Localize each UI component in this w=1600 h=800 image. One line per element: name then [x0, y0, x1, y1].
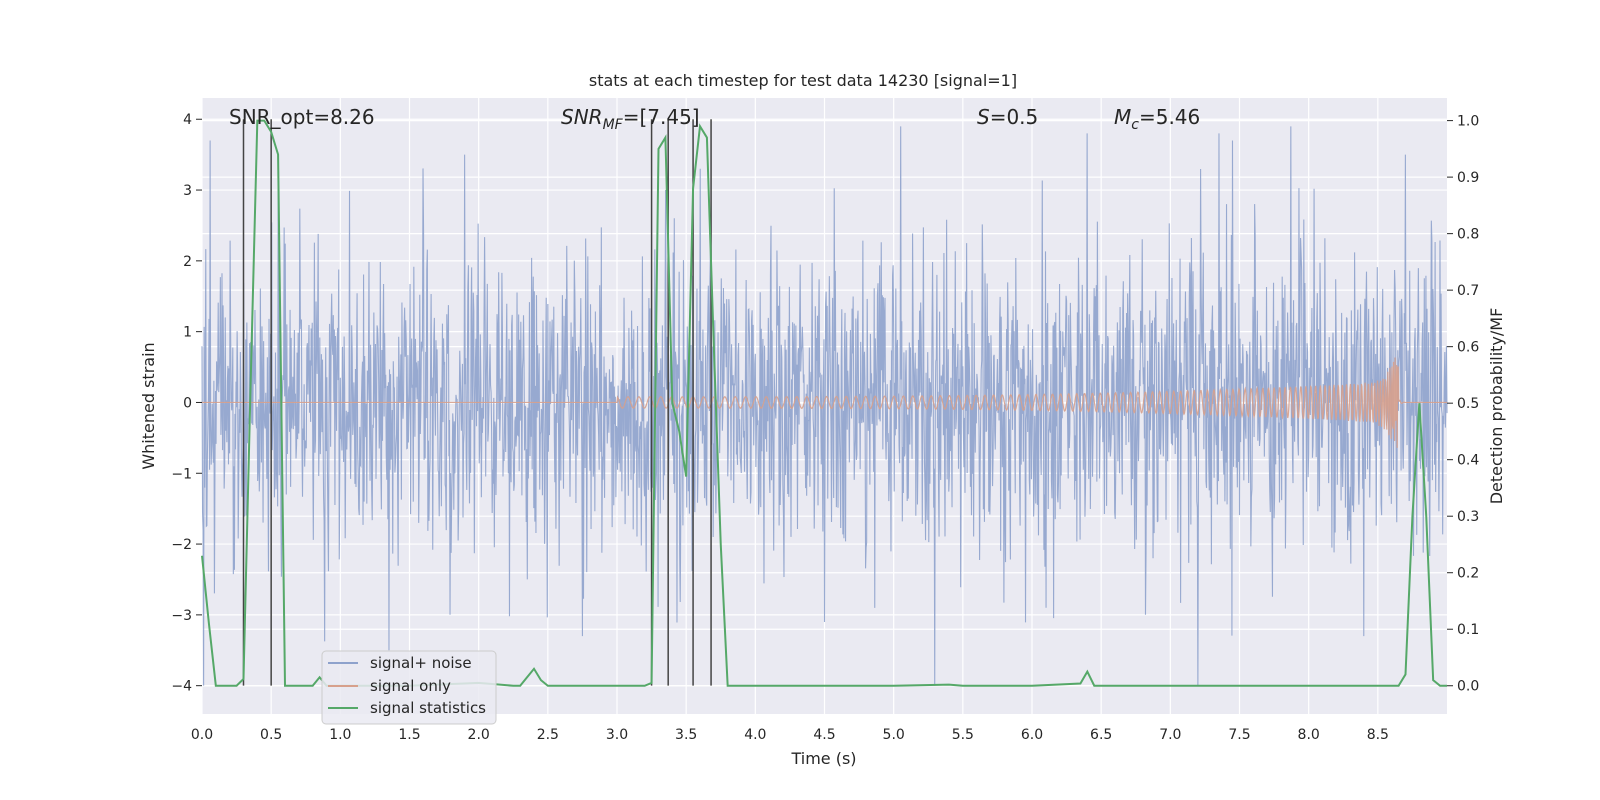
- y2-tick-label: 0.9: [1457, 170, 1479, 186]
- y-ticks-right: 1.0 0.9 0.8 0.7 0.6 0.5 0.4 0.3 0.2 0.1 0.0: [1447, 114, 1479, 695]
- legend-entry-signal: signal only: [370, 677, 451, 695]
- x-axis-label: Time (s): [790, 749, 856, 768]
- x-tick-label: 4.5: [813, 727, 835, 743]
- noise-line: [201, 126, 1448, 686]
- x-tick-label: 6.5: [1090, 727, 1112, 743]
- vertical-markers: [242, 119, 712, 686]
- x-tick-label: 2.0: [468, 727, 490, 743]
- statistics-line: [201, 119, 1447, 687]
- y-tick-label: 2: [183, 254, 192, 270]
- y-axis-label-right: Detection probability/MF: [1487, 308, 1506, 505]
- annotation-snr-mf-rest: =[7.45]: [623, 105, 700, 129]
- x-tick-label: 2.5: [537, 727, 559, 743]
- annotation-s-main: S: [977, 105, 990, 129]
- x-tick-label: 5.5: [952, 727, 974, 743]
- y2-tick-label: 0.7: [1457, 283, 1479, 299]
- x-tick-label: 7.0: [1159, 727, 1181, 743]
- y2-tick-label: 1.0: [1457, 114, 1479, 130]
- chart-title: stats at each timestep for test data 142…: [589, 71, 1017, 90]
- y2-tick-label: 0.4: [1457, 453, 1479, 469]
- x-tick-label: 1.0: [329, 727, 351, 743]
- annotation-snr-mf-sub: MF: [603, 117, 624, 133]
- x-tick-label: 8.5: [1367, 727, 1389, 743]
- y-tick-label: 3: [183, 183, 192, 199]
- annotation-snr-mf: SNRMF=[7.45]: [561, 105, 700, 133]
- y-tick-label: −3: [171, 608, 192, 624]
- y-tick-label: −4: [171, 679, 192, 695]
- x-tick-label: 0.0: [191, 727, 213, 743]
- annotation-mc-sub: c: [1131, 117, 1139, 133]
- x-tick-label: 8.0: [1298, 727, 1320, 743]
- legend-entry-noise: signal+ noise: [370, 654, 472, 672]
- x-tick-label: 5.0: [883, 727, 905, 743]
- series-signal-noise: [201, 126, 1448, 686]
- x-tick-label: 3.5: [675, 727, 697, 743]
- legend-entry-statistics: signal statistics: [370, 699, 486, 717]
- y-tick-label: −2: [171, 537, 192, 553]
- y-axis-label: Whitened strain: [139, 342, 158, 469]
- y-tick-label: 1: [183, 325, 192, 341]
- series-signal-only: [202, 357, 1447, 448]
- annotation-snr-mf-main: SNR: [561, 105, 603, 129]
- y-tick-label: −1: [171, 466, 192, 482]
- annotation-snr-opt: SNR_opt=8.26: [229, 105, 375, 129]
- y2-tick-label: 0.8: [1457, 227, 1479, 243]
- x-tick-label: 1.5: [398, 727, 420, 743]
- y2-tick-label: 0.6: [1457, 340, 1479, 356]
- series-signal-statistics: [201, 119, 1447, 687]
- y2-tick-label: 0.0: [1457, 679, 1479, 695]
- x-ticks: 0.0 0.5 1.0 1.5 2.0 2.5 3.0 3.5 4.0 4.5 5.0 5.5 6.0 6…: [191, 727, 1389, 743]
- y2-tick-label: 0.1: [1457, 622, 1479, 638]
- annotation-mc-main: M: [1114, 105, 1131, 129]
- annotation-s-rest: =0.5: [990, 105, 1039, 129]
- y2-tick-label: 0.5: [1457, 396, 1479, 412]
- annotation-mc-rest: =5.46: [1139, 105, 1200, 129]
- y-ticks-left: 4 3 2 1 0 −1 −2 −3 −4: [171, 112, 202, 695]
- x-tick-label: 7.5: [1228, 727, 1250, 743]
- x-tick-label: 0.5: [260, 727, 282, 743]
- annotation-s: S=0.5: [977, 105, 1038, 129]
- y-tick-label: 0: [183, 395, 192, 411]
- y2-tick-label: 0.3: [1457, 509, 1479, 525]
- x-tick-label: 3.0: [606, 727, 628, 743]
- x-tick-label: 6.0: [1021, 727, 1043, 743]
- signal-only-line: [202, 357, 1447, 448]
- y2-tick-label: 0.2: [1457, 566, 1479, 582]
- legend: signal+ noise signal only signal statist…: [321, 650, 497, 725]
- y-tick-label: 4: [183, 112, 192, 128]
- x-tick-label: 4.0: [744, 727, 766, 743]
- annotation-mc: Mc=5.46: [1114, 105, 1200, 133]
- legend-box: [321, 650, 497, 725]
